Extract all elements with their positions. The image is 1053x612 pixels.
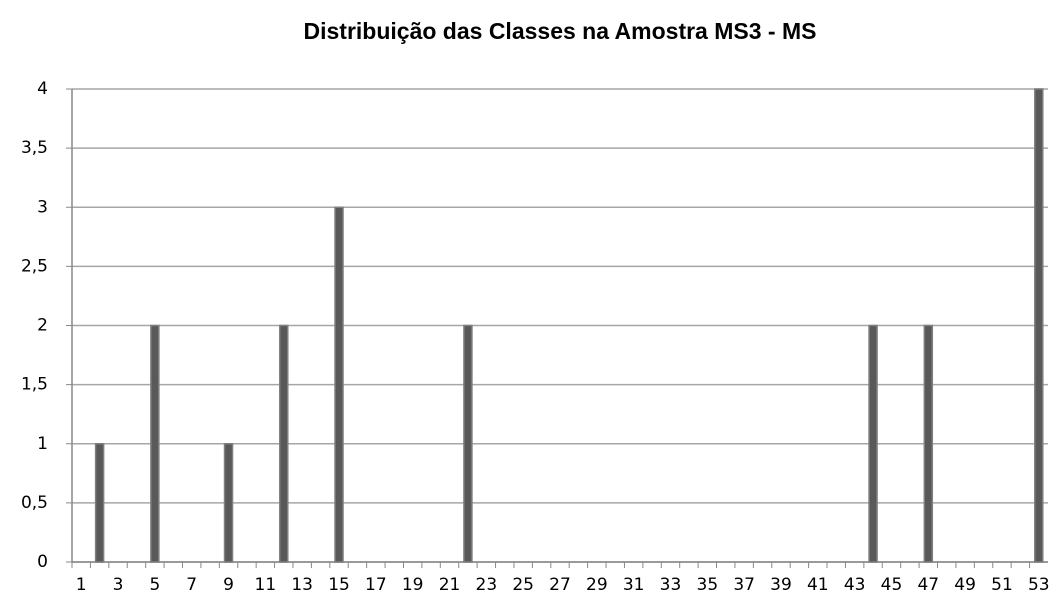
bar xyxy=(868,324,878,563)
bar xyxy=(334,206,344,563)
y-tick-label: 4 xyxy=(37,79,48,99)
x-tick-label: 11 xyxy=(255,575,277,595)
x-tick-label: 33 xyxy=(660,575,682,595)
bar xyxy=(463,324,473,563)
bar xyxy=(279,324,289,563)
x-tick-label: 31 xyxy=(623,575,645,595)
bar xyxy=(94,443,105,563)
x-tick-label: 1 xyxy=(76,575,87,595)
x-tick-label: 19 xyxy=(402,575,424,595)
y-tick-label: 3,5 xyxy=(21,138,48,158)
x-tick-label: 39 xyxy=(770,575,792,595)
x-tick-label: 9 xyxy=(223,575,234,595)
x-tick-label: 27 xyxy=(549,575,571,595)
chart-title: Distribuição das Classes na Amostra MS3 … xyxy=(304,18,817,44)
x-tick-label: 45 xyxy=(881,575,903,595)
x-tick-label: 43 xyxy=(844,575,866,595)
y-tick-label: 1 xyxy=(37,434,48,454)
x-tick-label: 15 xyxy=(328,575,350,595)
x-tick-label: 17 xyxy=(365,575,387,595)
x-tick-label: 51 xyxy=(991,575,1013,595)
x-tick-label: 7 xyxy=(186,575,197,595)
y-tick-label: 1,5 xyxy=(21,375,48,395)
y-tick-label: 0 xyxy=(37,552,48,572)
bar xyxy=(923,324,934,563)
bar xyxy=(1034,88,1044,563)
x-tick-label: 13 xyxy=(291,575,313,595)
y-tick-label: 2 xyxy=(37,316,48,336)
x-tick-label: 41 xyxy=(807,575,829,595)
y-tick-label: 3 xyxy=(37,197,48,217)
x-tick-label: 25 xyxy=(512,575,534,595)
x-tick-label: 3 xyxy=(113,575,124,595)
x-tick-label: 21 xyxy=(439,575,461,595)
x-tick-label: 47 xyxy=(917,575,939,595)
x-tick-label: 37 xyxy=(733,575,755,595)
y-tick-label: 2,5 xyxy=(21,256,48,276)
bar xyxy=(223,443,234,563)
x-tick-label: 53 xyxy=(1028,575,1050,595)
x-tick-label: 5 xyxy=(149,575,160,595)
x-tick-label: 29 xyxy=(586,575,608,595)
x-tick-label: 23 xyxy=(476,575,498,595)
x-tick-label: 35 xyxy=(697,575,719,595)
y-tick-label: 0,5 xyxy=(21,493,48,513)
bar xyxy=(150,324,160,563)
x-tick-label: 49 xyxy=(954,575,976,595)
